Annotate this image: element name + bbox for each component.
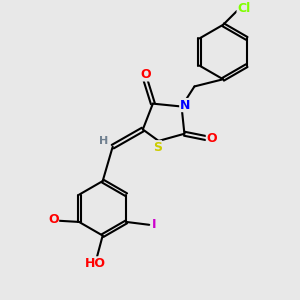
Text: HO: HO [85, 257, 106, 270]
Text: O: O [48, 213, 58, 226]
Text: O: O [140, 68, 151, 81]
Text: H: H [100, 136, 109, 146]
Text: Cl: Cl [237, 2, 250, 16]
Text: O: O [206, 132, 217, 145]
Text: I: I [152, 218, 157, 231]
Text: S: S [153, 141, 162, 154]
Text: N: N [180, 99, 190, 112]
